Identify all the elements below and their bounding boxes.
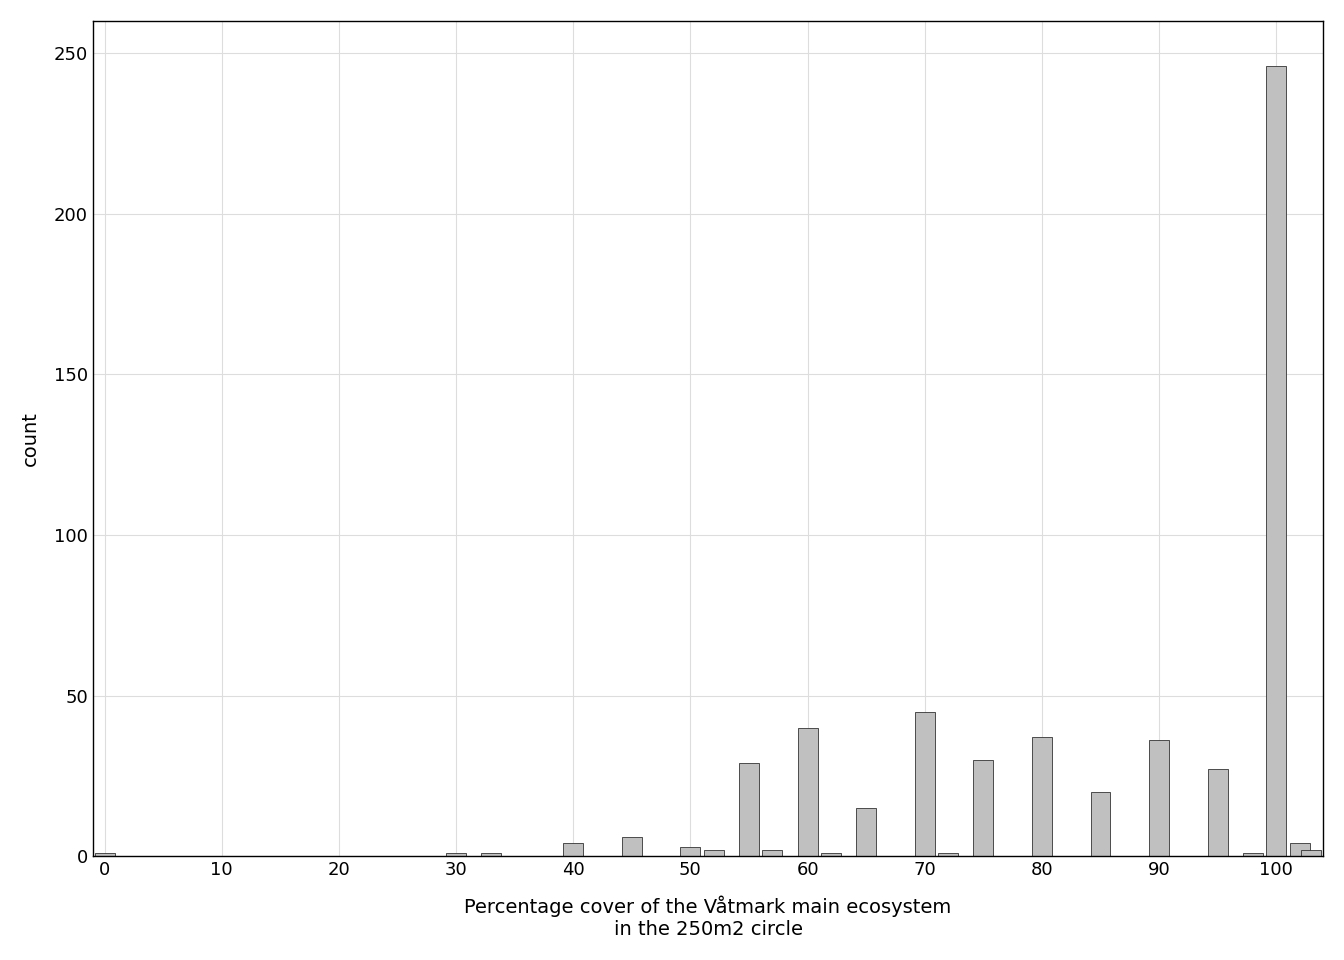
Bar bbox=[563, 843, 583, 856]
Bar bbox=[739, 763, 759, 856]
Bar bbox=[856, 808, 876, 856]
Bar bbox=[1149, 740, 1169, 856]
Bar bbox=[1266, 66, 1286, 856]
X-axis label: Percentage cover of the Våtmark main ecosystem
in the 250m2 circle: Percentage cover of the Våtmark main eco… bbox=[465, 896, 952, 939]
Bar bbox=[821, 852, 841, 856]
Bar bbox=[1301, 850, 1321, 856]
Bar bbox=[762, 850, 782, 856]
Bar bbox=[1290, 843, 1309, 856]
Bar bbox=[481, 852, 501, 856]
Bar bbox=[1243, 852, 1263, 856]
Bar bbox=[94, 852, 114, 856]
Bar bbox=[1032, 737, 1052, 856]
Bar bbox=[1090, 792, 1110, 856]
Bar bbox=[915, 711, 934, 856]
Bar bbox=[1208, 769, 1227, 856]
Bar bbox=[797, 728, 817, 856]
Bar bbox=[446, 852, 466, 856]
Y-axis label: count: count bbox=[22, 411, 40, 466]
Bar bbox=[680, 847, 700, 856]
Bar bbox=[973, 759, 993, 856]
Bar bbox=[622, 837, 642, 856]
Bar bbox=[704, 850, 724, 856]
Bar bbox=[938, 852, 958, 856]
